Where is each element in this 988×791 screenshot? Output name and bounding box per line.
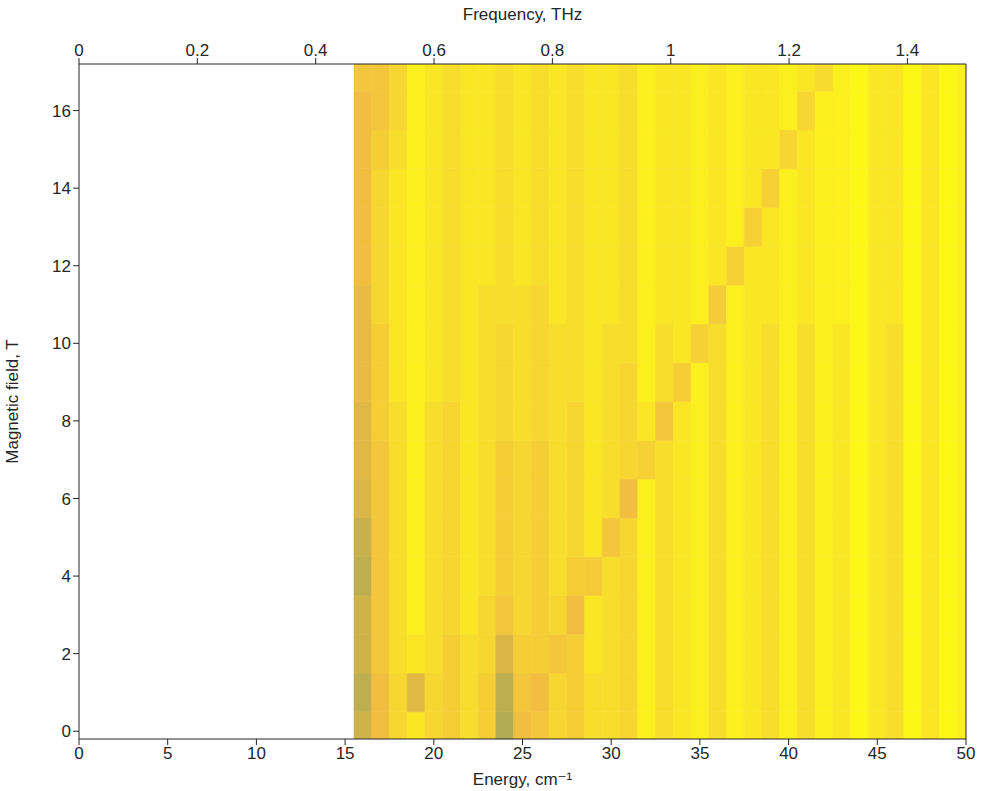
- svg-text:25: 25: [513, 744, 532, 763]
- svg-text:0.2: 0.2: [186, 41, 210, 60]
- svg-text:15: 15: [336, 744, 355, 763]
- svg-text:40: 40: [779, 744, 798, 763]
- svg-text:10: 10: [247, 744, 266, 763]
- svg-text:2: 2: [62, 645, 71, 664]
- svg-text:0: 0: [74, 744, 83, 763]
- svg-text:1.4: 1.4: [896, 41, 920, 60]
- svg-text:35: 35: [690, 744, 709, 763]
- svg-text:0.6: 0.6: [422, 41, 446, 60]
- svg-text:1.2: 1.2: [777, 41, 801, 60]
- svg-text:Energy, cm⁻¹: Energy, cm⁻¹: [473, 770, 573, 789]
- svg-text:Frequency, THz: Frequency, THz: [463, 5, 582, 24]
- svg-text:1: 1: [666, 41, 675, 60]
- svg-text:20: 20: [424, 744, 443, 763]
- svg-text:6: 6: [62, 490, 71, 509]
- svg-text:4: 4: [62, 567, 71, 586]
- svg-text:30: 30: [602, 744, 621, 763]
- svg-text:5: 5: [163, 744, 172, 763]
- svg-text:45: 45: [868, 744, 887, 763]
- svg-text:0.8: 0.8: [541, 41, 565, 60]
- svg-text:14: 14: [52, 179, 71, 198]
- svg-text:0: 0: [74, 41, 83, 60]
- svg-text:0.4: 0.4: [304, 41, 328, 60]
- svg-text:10: 10: [52, 334, 71, 353]
- svg-text:16: 16: [52, 102, 71, 121]
- svg-text:0: 0: [62, 722, 71, 741]
- svg-text:8: 8: [62, 412, 71, 431]
- svg-text:50: 50: [957, 744, 976, 763]
- svg-text:Magnetic field, T: Magnetic field, T: [3, 339, 22, 463]
- svg-text:12: 12: [52, 257, 71, 276]
